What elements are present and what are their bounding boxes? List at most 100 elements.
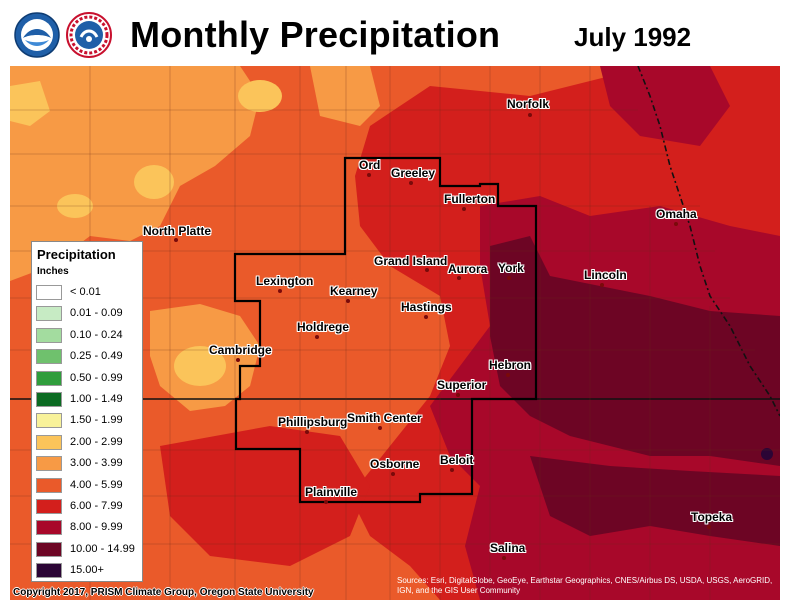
legend-row: 6.00 - 7.99 — [36, 496, 140, 517]
legend-swatch — [36, 285, 62, 300]
city-marker-osborne — [391, 472, 395, 476]
city-label-cambridge: Cambridge — [209, 343, 272, 357]
legend-row: 10.00 - 14.99 — [36, 539, 140, 560]
legend-row: 1.00 - 1.49 — [36, 389, 140, 410]
legend-row: 4.00 - 5.99 — [36, 475, 140, 496]
legend-swatch — [36, 349, 62, 365]
legend-label: 8.00 - 9.99 — [70, 521, 123, 534]
legend-swatch — [36, 477, 62, 493]
legend-row: 3.00 - 3.99 — [36, 453, 140, 474]
city-marker-hebron — [506, 373, 510, 377]
precipitation-map-layer — [10, 66, 780, 600]
city-label-grand-island: Grand Island — [374, 254, 448, 268]
city-marker-smith-center — [378, 426, 382, 430]
legend-swatch — [36, 520, 62, 536]
precip-zone-2-3-d — [174, 346, 226, 386]
map-legend: Precipitation Inches < 0.01 0.01 - 0.09 0.… — [31, 241, 143, 582]
city-label-north-platte: North Platte — [143, 224, 212, 238]
legend-label: 4.00 - 5.99 — [70, 478, 123, 491]
city-marker-cambridge — [236, 358, 240, 362]
city-marker-phillipsburg — [305, 430, 309, 434]
legend-label: 1.50 - 1.99 — [70, 414, 123, 427]
city-label-smith-center: Smith Center — [347, 411, 422, 425]
period-label: July 1992 — [574, 22, 692, 52]
precip-zone-2-3-a — [10, 81, 50, 126]
city-label-kearney: Kearney — [330, 284, 378, 298]
city-marker-north-platte — [174, 238, 178, 242]
legend-label: 2.00 - 2.99 — [70, 435, 123, 448]
city-marker-beloit — [450, 468, 454, 472]
city-marker-superior — [456, 393, 460, 397]
city-marker-fullerton — [462, 207, 466, 211]
city-label-aurora: Aurora — [448, 262, 488, 276]
legend-row: 0.01 - 0.09 — [36, 303, 140, 324]
state-border-east — [637, 66, 780, 417]
precip-zone-2-3-b — [134, 165, 174, 199]
legend-swatch — [36, 499, 62, 514]
city-marker-kearney — [346, 299, 350, 303]
precip-zone-10-15-a — [490, 236, 780, 466]
precipitation-map[interactable]: Norfolk Ord Greeley Fullerton Omaha Nort… — [10, 66, 780, 600]
city-label-phillipsburg: Phillipsburg — [278, 415, 348, 429]
precip-zone-2-3-e — [57, 194, 93, 218]
legend-label: 6.00 - 7.99 — [70, 500, 123, 512]
city-marker-aurora — [457, 276, 461, 280]
legend-swatch — [36, 456, 62, 472]
legend-swatch — [36, 392, 62, 407]
basemap-sources: Sources: Esri, DigitalGlobe, GeoEye, Ear… — [397, 576, 773, 595]
legend-label: 0.50 - 0.99 — [70, 371, 123, 384]
legend-swatch — [36, 370, 62, 386]
legend-swatch — [36, 327, 62, 343]
legend-swatch — [36, 413, 62, 429]
city-label-plainville: Plainville — [305, 485, 358, 499]
city-marker-lexington — [278, 289, 282, 293]
legend-label: 10.00 - 14.99 — [70, 542, 135, 555]
city-label-norfolk: Norfolk — [507, 97, 549, 111]
precip-zone-2-3-c — [238, 80, 282, 112]
city-marker-plainville — [324, 500, 328, 504]
legend-row: 2.00 - 2.99 — [36, 432, 140, 453]
legend-row: 1.50 - 1.99 — [36, 410, 140, 431]
page-title: Monthly Precipitation — [130, 14, 501, 55]
noaa-logo — [14, 12, 60, 58]
city-marker-ord — [367, 173, 371, 177]
forecast-area-outline — [233, 156, 538, 504]
legend-units: Inches — [37, 266, 69, 277]
legend-row: 0.25 - 0.49 — [36, 346, 140, 367]
city-label-omaha: Omaha — [656, 207, 697, 221]
precip-zone-3-4-west — [10, 66, 260, 281]
legend-swatch — [36, 541, 62, 557]
city-label-lincoln: Lincoln — [584, 268, 627, 282]
legend-label: < 0.01 — [70, 286, 101, 298]
copyright-notice: Copyright 2017, PRISM Climate Group, Ore… — [13, 587, 314, 598]
city-label-superior: Superior — [437, 378, 487, 392]
city-marker-holdrege — [315, 335, 319, 339]
city-label-topeka: Topeka — [691, 510, 733, 524]
legend-title: Precipitation — [37, 247, 116, 262]
legend-swatch — [36, 306, 62, 322]
city-label-lexington: Lexington — [256, 274, 314, 288]
city-label-beloit: Beloit — [440, 453, 474, 467]
city-label-hastings: Hastings — [401, 300, 452, 314]
city-marker-topeka — [707, 525, 711, 529]
city-marker-lincoln — [600, 283, 604, 287]
legend-row: 15.00+ — [36, 560, 140, 581]
precip-zone-15-plus — [761, 448, 773, 460]
legend-row: 8.00 - 9.99 — [36, 517, 140, 538]
legend-swatch — [36, 563, 62, 579]
legend-swatch — [36, 434, 62, 450]
city-label-york: York — [498, 261, 524, 275]
legend-row: 0.10 - 0.24 — [36, 325, 140, 346]
city-label-hebron: Hebron — [489, 358, 531, 372]
legend-label: 0.01 - 0.09 — [70, 307, 123, 320]
legend-label: 15.00+ — [70, 564, 104, 577]
legend-label: 1.00 - 1.49 — [70, 393, 123, 405]
city-label-ord: Ord — [359, 158, 381, 172]
city-marker-omaha — [674, 222, 678, 226]
city-marker-greeley — [409, 181, 413, 185]
legend-label: 3.00 - 3.99 — [70, 457, 123, 470]
city-label-salina: Salina — [490, 541, 526, 555]
city-label-greeley: Greeley — [391, 166, 436, 180]
precip-zone-10-15-b — [530, 456, 780, 546]
city-marker-grand-island — [425, 268, 429, 272]
